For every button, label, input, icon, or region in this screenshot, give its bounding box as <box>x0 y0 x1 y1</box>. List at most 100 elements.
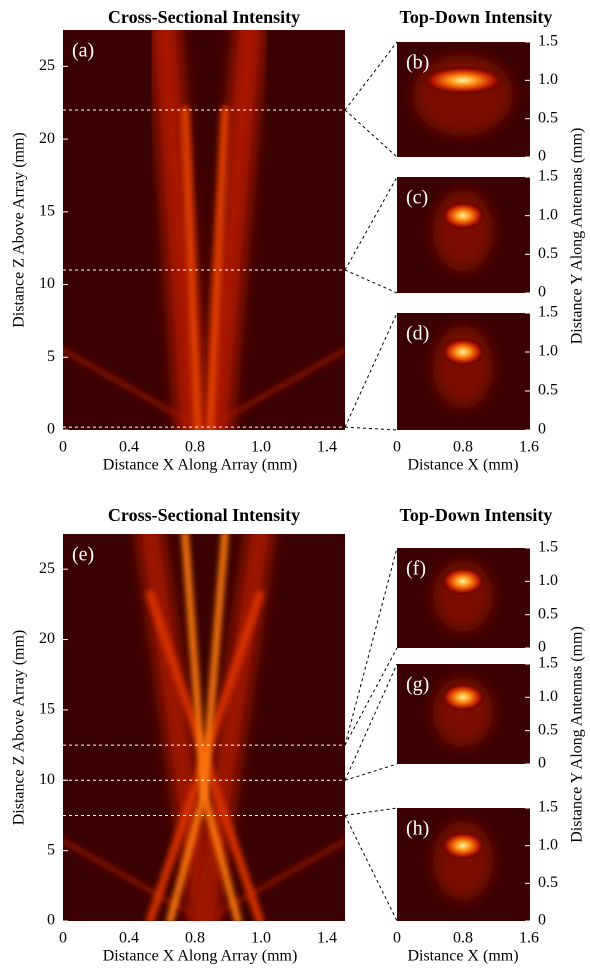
connector <box>344 426 398 431</box>
y-tick-label: 20 <box>39 630 55 647</box>
panel-label: (a) <box>72 40 94 62</box>
y-tick-label: 0.5 <box>538 245 558 262</box>
intensity-beam <box>201 838 345 921</box>
y-tick-label: 0.5 <box>538 605 558 622</box>
y-tick-label: 1.0 <box>538 836 558 853</box>
y-tick-label: 10 <box>39 275 55 292</box>
x-tick-label: 0 <box>59 930 67 947</box>
y-tick-label: 1.5 <box>538 304 558 321</box>
x-tick-label: 0 <box>393 439 401 456</box>
panel-label: (e) <box>72 544 94 566</box>
y-axis-label: Distance Y Along Antennas (mm) <box>569 128 586 345</box>
intensity-beam <box>137 534 217 921</box>
panel-label: (d) <box>406 323 429 345</box>
y-tick-label: 1.0 <box>538 343 558 360</box>
panel-title: Cross-Sectional Intensity <box>108 505 300 525</box>
x-tick-label: 0.4 <box>119 439 139 456</box>
x-tick-label: 0.8 <box>453 930 473 947</box>
x-tick-label: 0.4 <box>119 930 139 947</box>
x-tick-label: 0 <box>393 930 401 947</box>
connector <box>344 269 398 294</box>
x-axis-label: Distance X (mm) <box>407 457 518 474</box>
y-tick-label: 0 <box>538 755 546 772</box>
x-axis-label: Distance X Along Array (mm) <box>103 457 298 474</box>
y-tick-label: 1.5 <box>538 799 558 816</box>
y-tick-label: 1.0 <box>538 71 558 88</box>
x-tick-label: 0.8 <box>185 439 205 456</box>
top-down-heatmap <box>397 42 530 157</box>
y-tick-label: 15 <box>39 202 55 219</box>
y-tick-label: 1.5 <box>538 539 558 556</box>
y-tick-label: 25 <box>39 560 55 577</box>
connector <box>344 176 398 271</box>
panel-label: (h) <box>406 818 429 840</box>
y-tick-label: 0.5 <box>538 874 558 891</box>
connector <box>344 41 398 111</box>
y-axis-label: Distance Z Above Array (mm) <box>11 630 28 826</box>
y-tick-label: 10 <box>39 771 55 788</box>
cross-section-heatmap <box>63 534 345 921</box>
x-axis-label: Distance X (mm) <box>407 948 518 965</box>
panel-label: (c) <box>406 187 428 209</box>
y-tick-label: 1.0 <box>538 688 558 705</box>
panel-title: Cross-Sectional Intensity <box>108 7 300 27</box>
x-tick-label: 0 <box>59 439 67 456</box>
x-tick-label: 1.6 <box>519 930 539 947</box>
y-axis-label: Distance Z Above Array (mm) <box>11 132 28 328</box>
cross-section-heatmap <box>63 30 345 430</box>
x-tick-label: 1.4 <box>317 930 337 947</box>
y-tick-label: 5 <box>47 841 55 858</box>
intensity-beam <box>201 30 265 430</box>
top-down-heatmap <box>397 808 530 921</box>
y-tick-label: 0 <box>538 639 546 656</box>
x-tick-label: 0.8 <box>453 439 473 456</box>
y-tick-label: 5 <box>47 348 55 365</box>
y-tick-label: 1.0 <box>538 206 558 223</box>
intensity-beam <box>63 838 207 921</box>
y-tick-label: 1.5 <box>538 168 558 185</box>
connector <box>344 663 398 781</box>
top-down-heatmap <box>397 664 530 764</box>
top-down-heatmap <box>397 177 530 293</box>
panel-label: (b) <box>406 52 429 74</box>
panel-label: (f) <box>406 558 426 580</box>
x-tick-label: 1.4 <box>317 439 337 456</box>
x-axis-label: Distance X Along Array (mm) <box>103 948 298 965</box>
y-tick-label: 0.5 <box>538 382 558 399</box>
connector <box>344 109 398 158</box>
y-tick-label: 1.5 <box>538 33 558 50</box>
y-tick-label: 1.0 <box>538 572 558 589</box>
top-down-heatmap <box>397 548 530 648</box>
connector <box>344 807 398 816</box>
y-tick-label: 15 <box>39 701 55 718</box>
y-tick-label: 20 <box>39 130 55 147</box>
y-tick-label: 0 <box>538 148 546 165</box>
x-tick-label: 1.6 <box>519 439 539 456</box>
y-tick-label: 0 <box>47 421 55 438</box>
connector <box>344 312 398 428</box>
y-tick-label: 0.5 <box>538 721 558 738</box>
y-tick-label: 0 <box>538 284 546 301</box>
intensity-beam <box>150 30 207 430</box>
y-tick-label: 0 <box>47 912 55 929</box>
panel-label: (g) <box>406 674 429 696</box>
y-tick-label: 0.5 <box>538 109 558 126</box>
panel-title: Top-Down Intensity <box>400 7 553 27</box>
x-tick-label: 0.8 <box>185 930 205 947</box>
y-tick-label: 0 <box>538 912 546 929</box>
connector <box>344 647 398 746</box>
y-tick-label: 25 <box>39 57 55 74</box>
connector <box>344 815 398 922</box>
intensity-beam <box>191 534 273 921</box>
top-down-heatmap <box>397 313 530 430</box>
y-axis-label: Distance Y Along Antennas (mm) <box>569 626 586 843</box>
x-tick-label: 1.0 <box>251 439 271 456</box>
y-tick-label: 1.5 <box>538 655 558 672</box>
connector <box>344 763 398 781</box>
panel-title: Top-Down Intensity <box>400 505 553 525</box>
y-tick-label: 0 <box>538 421 546 438</box>
intensity-beam <box>206 106 229 430</box>
x-tick-label: 1.0 <box>251 930 271 947</box>
connector <box>344 547 398 746</box>
